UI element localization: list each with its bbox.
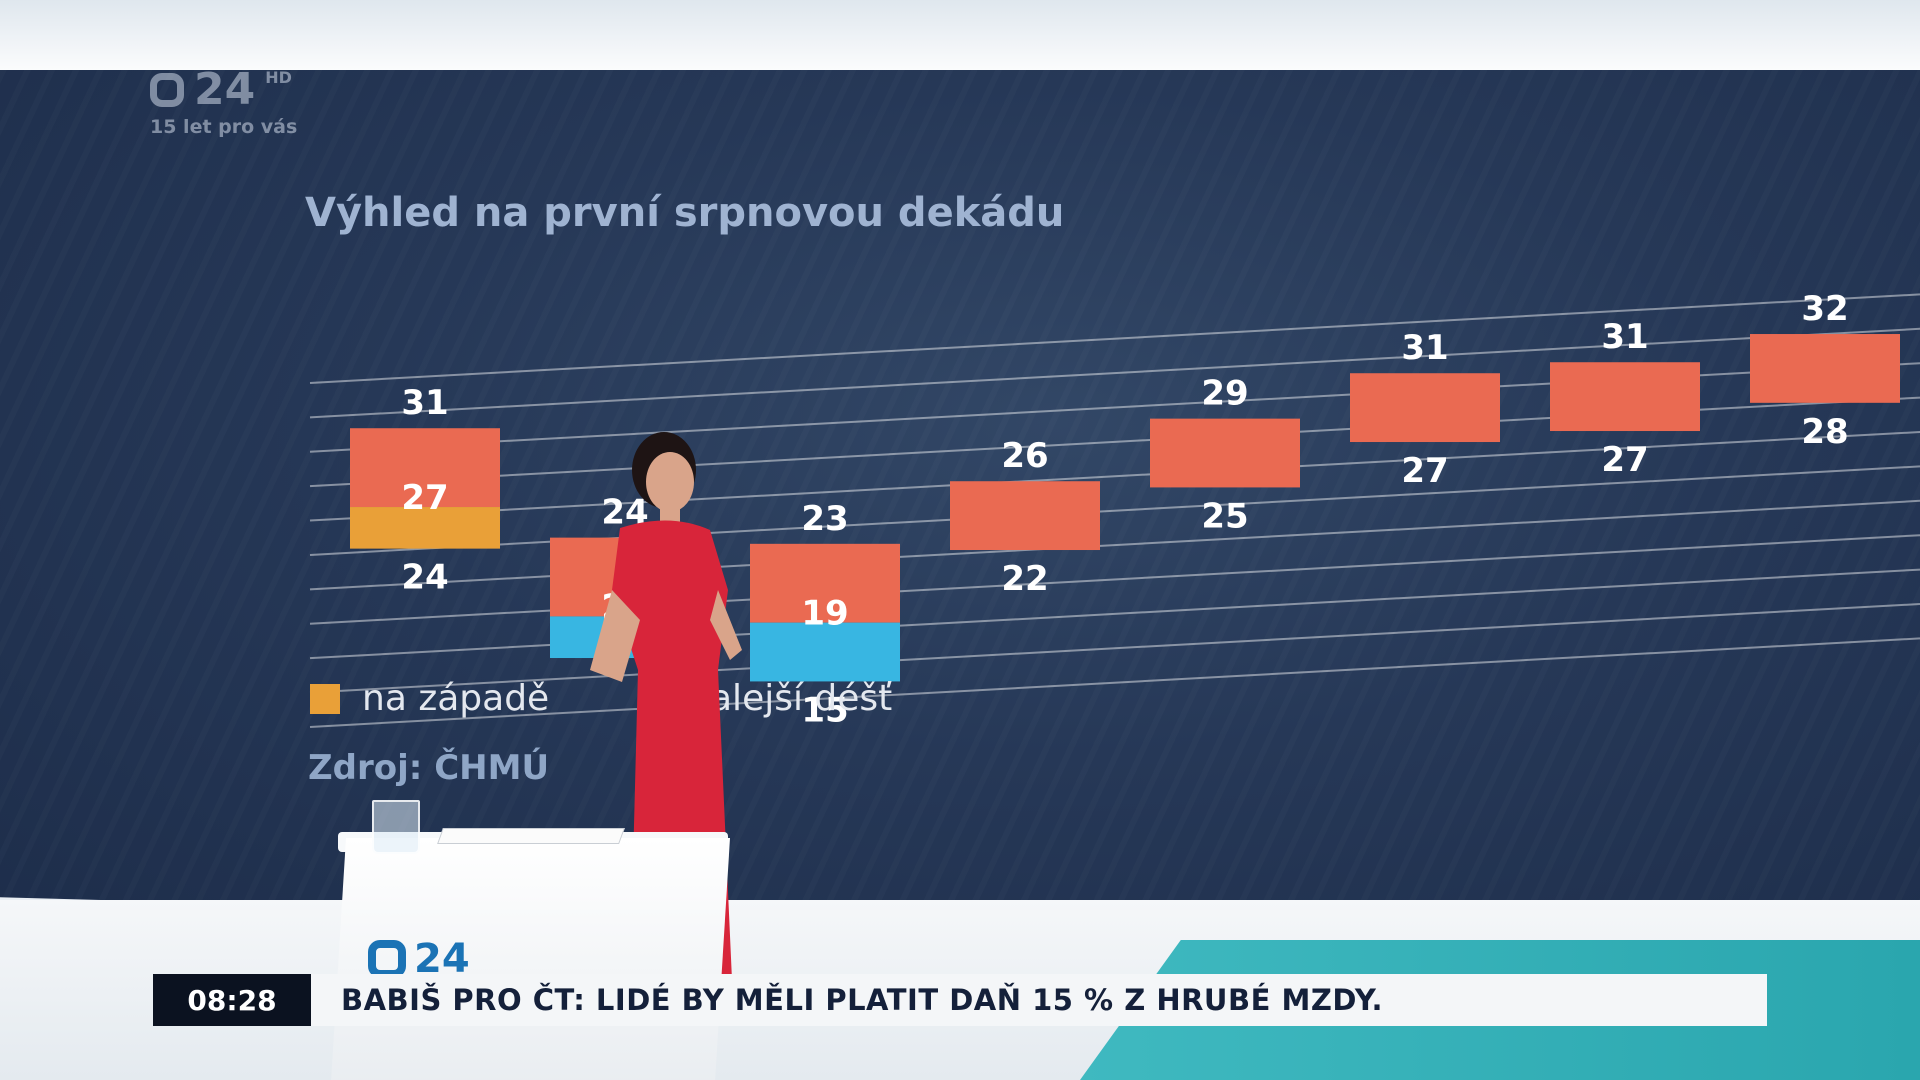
gridline bbox=[309, 327, 1920, 419]
desk-papers bbox=[437, 828, 625, 844]
channel-logo: 24 HD 15 let pro vás bbox=[150, 68, 297, 138]
bar-range bbox=[950, 481, 1100, 551]
water-glass bbox=[372, 800, 420, 854]
ticker-headline: BABIŠ PRO ČT: LIDÉ BY MĚLI PLATIT DAŇ 15… bbox=[311, 974, 1767, 1026]
bar-mid-label: 27 bbox=[401, 478, 448, 518]
bar-max-label: 26 bbox=[1001, 436, 1048, 476]
bar-min-label: 22 bbox=[1001, 559, 1048, 599]
presenter-desk bbox=[330, 838, 730, 1080]
bar-upper-segment bbox=[750, 543, 900, 623]
bar-max-label: 23 bbox=[801, 499, 848, 539]
ct-bracket-icon bbox=[368, 940, 406, 978]
bar-min-label: 27 bbox=[1401, 451, 1448, 491]
chart-legend: na západě alejší déšť bbox=[310, 678, 892, 719]
bar-max-label: 31 bbox=[1401, 328, 1448, 368]
ticker-time: 08:28 bbox=[153, 974, 311, 1026]
bar-range bbox=[1550, 362, 1700, 432]
bar-max-label: 29 bbox=[1201, 374, 1248, 414]
bar-range bbox=[1150, 418, 1300, 488]
ct-bracket-icon bbox=[150, 73, 184, 107]
bar-upper-segment bbox=[350, 428, 500, 508]
legend-label: na západě bbox=[362, 678, 550, 719]
channel-number: 24 bbox=[194, 64, 256, 115]
bar-min-label: 15 bbox=[801, 690, 848, 730]
bar-lower-segment bbox=[750, 622, 900, 682]
legend-swatch bbox=[310, 683, 340, 714]
bar-mid-label: 19 bbox=[801, 594, 848, 634]
news-ticker: 08:28 BABIŠ PRO ČT: LIDÉ BY MĚLI PLATIT … bbox=[153, 974, 1767, 1026]
bar-min-label: 24 bbox=[401, 558, 448, 598]
legend-label-continued: alejší déšť bbox=[710, 678, 893, 719]
chart-source: Zdroj: ČHMÚ bbox=[308, 748, 550, 788]
bar-min-label: 27 bbox=[1601, 440, 1648, 480]
bar-max-label: 31 bbox=[401, 383, 448, 423]
bar-range bbox=[1750, 334, 1900, 403]
bar-lower-segment bbox=[350, 507, 500, 549]
channel-tagline: 15 let pro vás bbox=[150, 116, 298, 138]
chart-title: Výhled na první srpnovou dekádu bbox=[305, 190, 1065, 236]
chart-gridlines bbox=[309, 293, 1920, 728]
studio-ceiling bbox=[0, 0, 1920, 80]
bar-max-label: 32 bbox=[1801, 289, 1848, 329]
bar-max-label: 31 bbox=[1601, 317, 1648, 357]
hd-badge: HD bbox=[265, 68, 292, 87]
channel-logo-mark: 24 HD bbox=[150, 68, 297, 112]
bar-range bbox=[1350, 373, 1500, 443]
gridline bbox=[309, 637, 1920, 728]
gridline bbox=[309, 293, 1920, 384]
bar-min-label: 28 bbox=[1801, 412, 1848, 452]
gridline bbox=[309, 603, 1920, 694]
bar-min-label: 25 bbox=[1201, 496, 1248, 536]
gridline bbox=[309, 431, 1920, 522]
